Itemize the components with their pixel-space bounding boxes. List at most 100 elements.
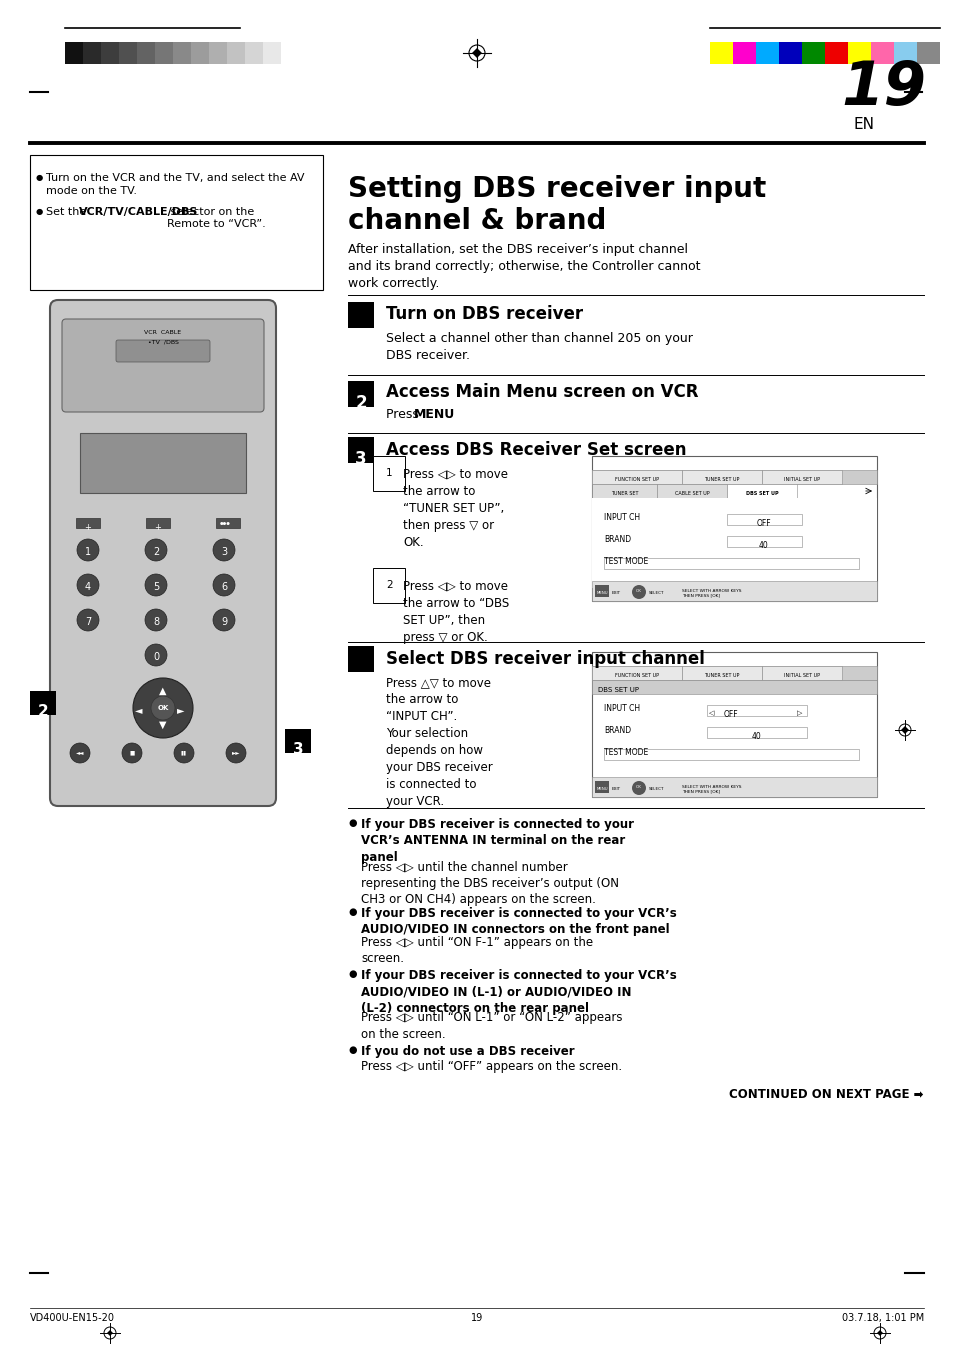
Text: 3: 3 bbox=[221, 547, 227, 557]
Text: •TV  /DBS: •TV /DBS bbox=[148, 340, 178, 345]
Text: OK: OK bbox=[636, 589, 641, 593]
Text: 2: 2 bbox=[386, 580, 393, 590]
Text: Setting DBS receiver input: Setting DBS receiver input bbox=[348, 176, 765, 203]
Bar bbox=[172, 42, 191, 63]
Circle shape bbox=[77, 574, 99, 596]
Polygon shape bbox=[107, 1329, 112, 1336]
Circle shape bbox=[77, 539, 99, 561]
Bar bbox=[209, 42, 227, 63]
Text: SELECT: SELECT bbox=[648, 590, 664, 594]
Bar bbox=[227, 42, 245, 63]
Bar bbox=[348, 303, 374, 328]
Circle shape bbox=[132, 678, 193, 738]
Text: After installation, set the DBS receiver’s input channel
and its brand correctly: After installation, set the DBS receiver… bbox=[348, 243, 700, 290]
Bar bbox=[191, 42, 209, 63]
Text: 1: 1 bbox=[386, 467, 393, 478]
Bar bbox=[603, 558, 858, 569]
Bar bbox=[592, 777, 876, 797]
Bar bbox=[824, 42, 847, 63]
Text: Access DBS Receiver Set screen: Access DBS Receiver Set screen bbox=[386, 440, 686, 459]
Text: If your DBS receiver is connected to your VCR’s
AUDIO/VIDEO IN connectors on the: If your DBS receiver is connected to you… bbox=[360, 907, 676, 936]
Text: Turn on the VCR and the TV, and select the AV
mode on the TV.: Turn on the VCR and the TV, and select t… bbox=[46, 173, 304, 196]
Bar bbox=[706, 705, 806, 716]
Text: INITIAL SET UP: INITIAL SET UP bbox=[783, 477, 820, 482]
Text: 19: 19 bbox=[841, 59, 925, 118]
Text: INPUT CH: INPUT CH bbox=[603, 704, 639, 713]
Polygon shape bbox=[900, 725, 908, 734]
FancyBboxPatch shape bbox=[116, 340, 210, 362]
Text: ▷: ▷ bbox=[796, 711, 801, 716]
Circle shape bbox=[70, 743, 90, 763]
Bar bbox=[154, 42, 172, 63]
Bar bbox=[30, 690, 56, 715]
Bar bbox=[592, 499, 876, 588]
Text: ■: ■ bbox=[130, 750, 134, 755]
Bar bbox=[726, 484, 796, 499]
Bar bbox=[893, 42, 916, 63]
Text: channel & brand: channel & brand bbox=[348, 207, 606, 235]
Text: Press ◁▷ until “ON F-1” appears on the
screen.: Press ◁▷ until “ON F-1” appears on the s… bbox=[360, 936, 593, 966]
Text: OFF: OFF bbox=[723, 711, 738, 719]
Text: 7: 7 bbox=[85, 617, 91, 627]
Bar bbox=[30, 155, 323, 290]
Bar bbox=[726, 536, 801, 547]
Bar bbox=[732, 42, 755, 63]
Bar bbox=[779, 42, 801, 63]
Circle shape bbox=[226, 743, 246, 763]
Text: INITIAL SET UP: INITIAL SET UP bbox=[783, 673, 820, 678]
Text: If your DBS receiver is connected to your
VCR’s ANTENNA IN terminal on the rear
: If your DBS receiver is connected to you… bbox=[360, 817, 634, 865]
Text: SELECT WITH ARROW KEYS
THEN PRESS [OK]: SELECT WITH ARROW KEYS THEN PRESS [OK] bbox=[681, 785, 740, 793]
Text: OK: OK bbox=[636, 785, 641, 789]
Bar bbox=[681, 470, 761, 484]
Text: 40: 40 bbox=[751, 732, 761, 740]
Text: MENU: MENU bbox=[414, 408, 455, 422]
Text: VD400U-EN15-20: VD400U-EN15-20 bbox=[30, 1313, 115, 1323]
Text: If your DBS receiver is connected to your VCR’s
AUDIO/VIDEO IN (L-1) or AUDIO/VI: If your DBS receiver is connected to you… bbox=[360, 969, 676, 1015]
Text: Press ◁▷ until “ON L-1” or “ON L-2” appears
on the screen.: Press ◁▷ until “ON L-1” or “ON L-2” appe… bbox=[360, 1012, 622, 1042]
Text: TEST MODE: TEST MODE bbox=[603, 748, 648, 757]
Circle shape bbox=[145, 609, 167, 631]
Text: +: + bbox=[154, 523, 161, 532]
Circle shape bbox=[145, 644, 167, 666]
Bar bbox=[755, 42, 779, 63]
Text: ●: ● bbox=[348, 969, 356, 979]
Text: DBS SET UP: DBS SET UP bbox=[598, 688, 639, 693]
Text: 1: 1 bbox=[85, 547, 91, 557]
Circle shape bbox=[145, 539, 167, 561]
Bar bbox=[592, 653, 876, 797]
Bar bbox=[657, 484, 726, 499]
Text: 6: 6 bbox=[221, 582, 227, 592]
Text: 5: 5 bbox=[152, 582, 159, 592]
Text: 8: 8 bbox=[152, 617, 159, 627]
Bar bbox=[592, 666, 876, 680]
Text: ►: ► bbox=[177, 705, 185, 715]
Text: INPUT CH: INPUT CH bbox=[603, 513, 639, 521]
Text: SELECT WITH ARROW KEYS
THEN PRESS [OK]: SELECT WITH ARROW KEYS THEN PRESS [OK] bbox=[681, 589, 740, 597]
Text: MENU: MENU bbox=[596, 590, 607, 594]
Text: Press ◁▷ to move
the arrow to
“TUNER SET UP”,
then press ▽ or
OK.: Press ◁▷ to move the arrow to “TUNER SET… bbox=[402, 467, 507, 549]
Circle shape bbox=[631, 585, 645, 598]
Bar bbox=[281, 42, 298, 63]
Text: Select DBS receiver input channel: Select DBS receiver input channel bbox=[386, 650, 704, 667]
Text: CONTINUED ON NEXT PAGE ➡: CONTINUED ON NEXT PAGE ➡ bbox=[729, 1088, 923, 1101]
Text: Set the: Set the bbox=[46, 207, 90, 218]
Text: ●: ● bbox=[348, 817, 356, 828]
Bar bbox=[726, 513, 801, 526]
Text: 03.7.18, 1:01 PM: 03.7.18, 1:01 PM bbox=[841, 1313, 923, 1323]
Bar bbox=[83, 42, 101, 63]
Text: Press: Press bbox=[386, 408, 422, 422]
Bar bbox=[870, 42, 893, 63]
Text: TUNER SET: TUNER SET bbox=[610, 490, 638, 496]
Text: ●: ● bbox=[348, 1044, 356, 1055]
Circle shape bbox=[631, 781, 645, 794]
Text: SELECT: SELECT bbox=[648, 788, 664, 790]
Bar bbox=[285, 730, 311, 753]
Bar bbox=[245, 42, 263, 63]
Bar bbox=[761, 470, 841, 484]
Text: selector on the
Remote to “VCR”.: selector on the Remote to “VCR”. bbox=[167, 207, 266, 228]
Text: Press ◁▷ until “OFF” appears on the screen.: Press ◁▷ until “OFF” appears on the scre… bbox=[360, 1061, 621, 1073]
Bar bbox=[706, 727, 806, 738]
Text: BRAND: BRAND bbox=[603, 535, 631, 544]
Text: 4: 4 bbox=[85, 582, 91, 592]
Circle shape bbox=[213, 539, 234, 561]
